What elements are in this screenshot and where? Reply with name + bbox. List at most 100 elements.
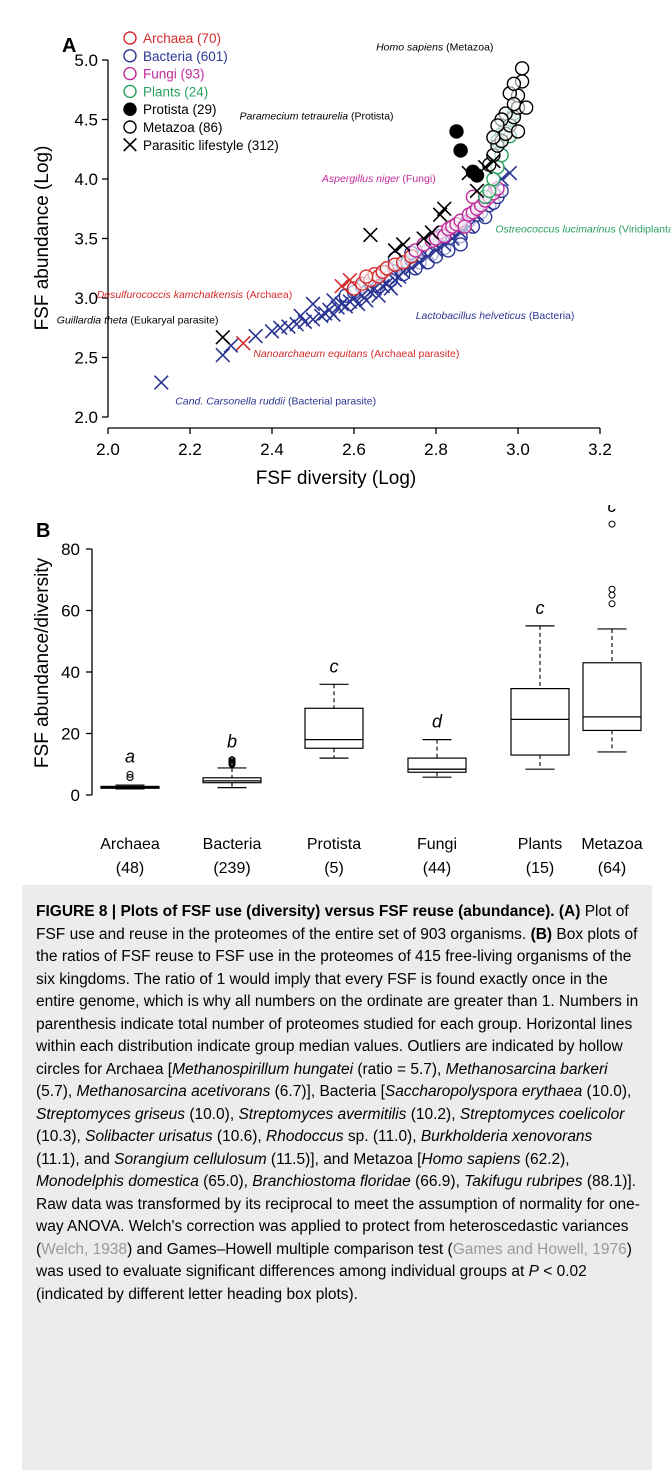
caption-organism: Methanosarcina acetivorans	[76, 1083, 271, 1100]
outlier-point	[126, 773, 134, 781]
filled-circle-marker	[453, 143, 468, 158]
cross-marker	[235, 335, 251, 351]
caption-organism: Burkholderia xenovorans	[420, 1128, 593, 1145]
y-axis-b: 0 20 40 60 80	[61, 540, 93, 805]
outlier-point	[608, 591, 616, 599]
x-tick-label: 2.8	[424, 440, 448, 459]
y-tick-label: 60	[61, 602, 80, 621]
y-tick-label: 20	[61, 725, 80, 744]
x-tick-label: 2.2	[178, 440, 202, 459]
filled-circle-marker	[449, 124, 464, 139]
y-axis-label-b: FSF abundance/diversity	[32, 557, 53, 768]
cross-marker	[123, 137, 137, 152]
x-axis-a: 2.0 2.2 2.4 2.6 2.8 3.0 3.2	[96, 427, 612, 459]
legend-entry-label: Protista (29)	[143, 102, 217, 117]
open-circle-marker	[482, 183, 497, 199]
box-protista: c	[304, 656, 364, 759]
box-body	[582, 662, 642, 732]
box-body	[510, 688, 570, 756]
y-tick-label: 5.0	[74, 51, 98, 70]
significance-letter: d	[432, 712, 443, 732]
point-annotation: Lactobacillus helveticus (Bacteria)	[416, 310, 575, 322]
point-annotation: Desulfurococcis kamchatkensis (Archaea)	[97, 289, 293, 301]
caption-panel-a-label: (A)	[558, 903, 581, 920]
legend-entry-label: Plants (24)	[143, 84, 208, 99]
cross-marker	[334, 278, 350, 294]
open-circle-marker	[506, 96, 522, 112]
significance-letter: a	[125, 746, 135, 766]
category-count: (44)	[423, 860, 451, 877]
filled-circle-marker	[123, 102, 137, 116]
caption-reference-link[interactable]: Games and Howell, 1976	[452, 1240, 627, 1258]
caption-organism: Takifugu rubripes	[464, 1173, 583, 1190]
caption-title: Plots of FSF use (diversity) versus FSF …	[120, 903, 555, 920]
caption-organism: Rhodoccus	[266, 1128, 344, 1145]
y-tick-label: 2.5	[74, 349, 98, 368]
category-count: (5)	[324, 860, 344, 877]
category-label: Plants	[518, 836, 562, 853]
x-tick-label: 3.2	[588, 440, 612, 459]
cross-marker	[420, 248, 436, 264]
cross-marker	[371, 288, 386, 304]
cross-marker	[215, 329, 231, 345]
cross-marker	[326, 292, 341, 308]
boxes-b: a b c d c c	[100, 505, 642, 790]
outlier-point	[228, 756, 236, 764]
open-circle-marker	[490, 118, 505, 133]
point-annotation: Nanoarchaeum equitans (Archaeal parasite…	[253, 348, 459, 360]
caption-panel-b-text: Box plots of the ratios of FSF reuse to …	[36, 925, 639, 1078]
cross-marker	[313, 308, 329, 324]
category-label: Fungi	[417, 836, 457, 853]
caption-panel-b-label: (B)	[530, 925, 553, 943]
cross-marker	[477, 159, 493, 175]
open-circle-marker	[510, 124, 526, 139]
legend-entry-label: Archaea (70)	[143, 31, 221, 46]
caption-organism: Methanospirillum hungatei	[172, 1060, 354, 1078]
open-circle-marker	[457, 219, 472, 234]
legend-entry-label: Parasitic lifestyle (312)	[143, 138, 279, 153]
y-tick-label: 3.0	[74, 289, 98, 308]
open-circle-marker	[359, 269, 374, 284]
open-circle-marker	[123, 66, 137, 81]
caption-reference-link[interactable]: Welch, 1938	[41, 1240, 128, 1258]
y-tick-label: 4.5	[74, 111, 98, 130]
open-circle-marker	[486, 130, 501, 145]
caption-organism: Methanosarcina barkeri	[445, 1060, 608, 1078]
caption-organism: Saccharopolyspora erythaea	[384, 1083, 583, 1100]
category-count: (48)	[116, 860, 144, 877]
point-annotation: Guillardia theta (Eukaryal parasite)	[57, 314, 219, 326]
cross-marker	[326, 307, 341, 323]
cross-marker	[334, 296, 350, 312]
legend-a: Archaea (70) Bacteria (601) Fungi (93) Plan…	[123, 31, 279, 153]
cross-marker	[342, 272, 358, 288]
legend-entry-label: Fungi (93)	[143, 67, 205, 82]
figure-caption: FIGURE 8 | Plots of FSF use (diversity) …	[22, 885, 652, 1470]
scatter-plot-panel-a: A Archaea (70) Bacteria (601) Fungi (93) Pl…	[32, 31, 671, 489]
box-fungi: d	[407, 712, 467, 778]
x-categories-b: Archaea (48) Bacteria (239) Protista (5) Fungi…	[100, 836, 643, 877]
data-points-a	[153, 61, 534, 390]
box-archaea: a	[100, 746, 160, 790]
cross-marker	[395, 237, 411, 252]
cross-marker	[264, 323, 280, 339]
open-circle-marker	[123, 84, 137, 99]
cross-marker	[358, 292, 374, 308]
cross-marker	[215, 347, 231, 363]
category-count: (15)	[526, 860, 554, 877]
point-annotation: Ostreococcus lucimarinus (Viridiplantae)	[495, 224, 671, 236]
open-circle-marker	[453, 237, 468, 252]
y-axis-label-a: FSF abundance (Log)	[32, 146, 53, 331]
caption-figure-label: FIGURE 8 |	[36, 903, 117, 920]
open-circle-marker	[123, 49, 137, 63]
caption-organism: Branchiostoma floridae	[252, 1173, 411, 1190]
open-circle-marker	[519, 100, 534, 115]
y-tick-label: 0	[71, 786, 80, 805]
open-circle-marker	[441, 243, 456, 258]
cross-marker	[153, 375, 169, 390]
y-axis-a: 2.0 2.5 3.0 3.5 4.0 4.5 5.0	[74, 51, 109, 427]
category-label: Metazoa	[581, 836, 642, 853]
point-annotation: Homo sapiens (Metazoa)	[376, 41, 493, 53]
y-tick-label: 80	[61, 540, 80, 559]
y-tick-label: 4.0	[74, 170, 98, 189]
box-body	[407, 757, 467, 773]
